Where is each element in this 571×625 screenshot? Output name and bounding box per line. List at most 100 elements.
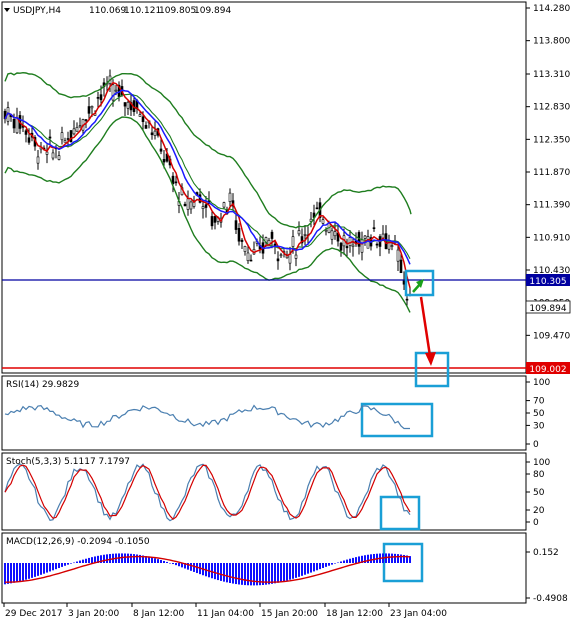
rsi-panel[interactable]: [1, 375, 527, 451]
stoch-highlight-box: [379, 495, 421, 531]
candle-body: [141, 116, 145, 123]
macd-bar: [142, 555, 144, 563]
price-tick-label: 109.470: [533, 331, 570, 341]
macd-bar: [187, 563, 189, 570]
macd-bar: [169, 562, 171, 564]
macd-bar: [319, 563, 321, 570]
macd-bar: [265, 563, 267, 585]
macd-bar: [391, 553, 393, 563]
macd-bar: [19, 563, 21, 582]
macd-bar: [106, 554, 108, 563]
macd-bar: [340, 561, 342, 563]
time-tick-label: 3 Jan 20:00: [68, 609, 120, 619]
candle-body: [300, 236, 304, 244]
axis-tick-label: 0.152: [533, 548, 559, 558]
bollinger-bands: [4, 71, 412, 313]
macd-bar: [145, 556, 147, 563]
time-tick-label: 8 Jan 12:00: [133, 609, 185, 619]
candle-body: [222, 202, 226, 208]
macd-bar: [127, 553, 129, 563]
macd-bar: [286, 563, 288, 581]
macd-bar: [364, 555, 366, 563]
time-tick-label: 29 Dec 2017: [5, 609, 63, 619]
macd-bar: [64, 563, 66, 566]
candle-body: [63, 140, 67, 143]
candle-body: [372, 227, 376, 229]
macd-bar: [388, 553, 390, 563]
price-axis: 114.280 113.800 113.310 112.830 112.350 111.8…: [526, 4, 570, 374]
macd-bar: [49, 563, 51, 572]
macd-signal-line: [5, 555, 411, 583]
macd-bar: [280, 563, 282, 583]
macd-bar: [403, 554, 405, 563]
candle-body: [303, 234, 307, 236]
macd-bar: [217, 563, 219, 581]
macd-bar: [208, 563, 210, 578]
candle-body: [390, 245, 394, 247]
macd-bar: [37, 563, 39, 576]
candle-body: [339, 242, 343, 251]
macd-bar: [163, 560, 165, 563]
candle-body: [276, 258, 280, 262]
macd-bar: [139, 554, 141, 563]
axis-tick-label: 20: [533, 506, 545, 516]
collapse-icon[interactable]: [4, 8, 10, 12]
macd-bar: [247, 563, 249, 586]
axis-tick-label: 0: [533, 440, 539, 450]
open-value: 110.069: [89, 6, 126, 16]
macd-bar: [148, 556, 150, 563]
macd-title: MACD(12,26,9) -0.2094 -0.1050: [6, 537, 150, 547]
macd-bar: [256, 563, 258, 586]
candle-body: [315, 207, 319, 210]
macd-bar: [160, 560, 162, 563]
stoch-panel[interactable]: [1, 452, 527, 531]
macd-bar: [346, 559, 348, 563]
candle-body: [333, 231, 337, 237]
macd-bar: [301, 563, 303, 576]
candle-body: [27, 137, 31, 143]
macd-bar: [328, 563, 330, 566]
candle-body: [144, 125, 148, 129]
bollinger-middle: [4, 93, 411, 259]
candle-body: [213, 216, 217, 223]
candle-body: [288, 253, 292, 264]
macd-bar: [22, 563, 24, 581]
macd-axis: 0.152 -0.4908: [526, 548, 568, 604]
candle-body: [153, 130, 157, 136]
candle-body: [399, 259, 403, 274]
price-tick-label: 111.870: [533, 168, 570, 178]
macd-bar: [352, 557, 354, 563]
price-tick-label: 114.280: [533, 4, 570, 14]
candle-body: [174, 181, 178, 184]
candle-body: [171, 175, 175, 184]
macd-bar: [406, 555, 408, 563]
macd-bar: [184, 563, 186, 569]
axis-tick-label: 80: [533, 470, 545, 480]
macd-bar: [277, 563, 279, 583]
macd-bar: [325, 563, 327, 567]
macd-bar: [295, 563, 297, 578]
bollinger-lower: [4, 116, 411, 313]
time-axis: 29 Dec 2017 3 Jan 20:00 8 Jan 12:00 11 Jan …: [3, 603, 447, 619]
macd-bar: [13, 563, 15, 583]
candle-body: [291, 236, 295, 247]
macd-bar: [100, 555, 102, 563]
macd-bar: [67, 563, 69, 565]
candle-body: [12, 118, 16, 129]
symbol-title: USDJPY,H4: [13, 6, 61, 16]
candle-body: [96, 97, 100, 99]
axis-tick-label: 100: [533, 458, 550, 468]
macd-bar: [61, 563, 63, 567]
price-panel[interactable]: [1, 1, 527, 374]
rsi-path: [4, 404, 410, 430]
macd-bar: [229, 563, 231, 583]
candle-body: [48, 136, 52, 139]
macd-bar: [7, 563, 9, 584]
candle-body: [72, 128, 76, 135]
candle-body: [240, 239, 244, 242]
macd-bar: [244, 563, 246, 586]
axis-tick-label: 30: [533, 421, 545, 431]
macd-bar: [238, 563, 240, 585]
macd-bar: [220, 563, 222, 581]
